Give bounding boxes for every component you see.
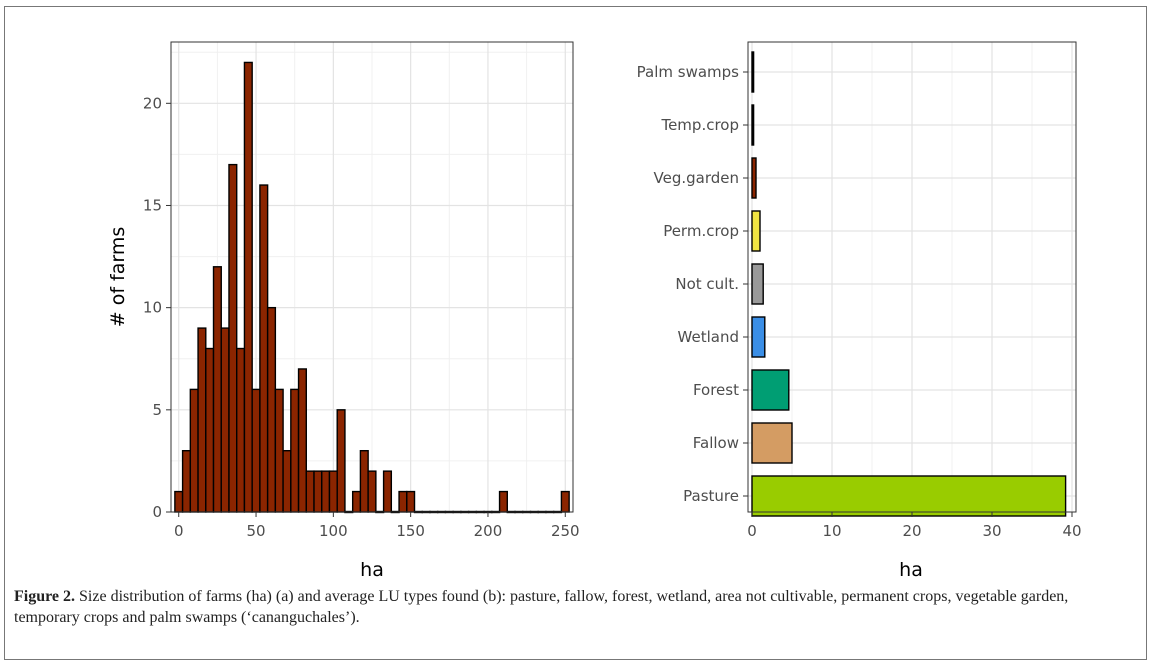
histogram-bar [266,306,277,513]
histogram-panel: 0 5 10 15 20 0 50 100 150 200 250 ha # of farms [107,41,580,581]
landuse-x-axis-title: ha [899,559,923,581]
hist-x-tick-label: 150 [396,522,425,540]
landuse-category-label: Forest [693,381,739,399]
hist-y-tick-label: 5 [152,401,162,419]
landuse-x-tick-label: 0 [747,522,757,540]
histogram-bar [560,490,570,513]
histogram-y-axis-title: # of farms [107,227,129,328]
histogram-bar [189,388,199,513]
landuse-category-label: Perm.crop [663,222,739,240]
histogram-bar [382,470,393,513]
landuse-bar [751,316,766,358]
histogram-y-ticks: 0 5 10 15 20 [143,94,171,521]
landuse-bar [751,263,764,305]
histogram-bar [398,490,408,513]
figure-caption: Figure 2. Size distribution of farms (ha… [14,586,1134,628]
caption-label: Figure 2. [14,588,76,605]
histogram-bar [328,470,338,513]
landuse-bar [751,475,1067,517]
landuse-bar [751,104,755,146]
landuse-bar [751,157,757,199]
histogram-bar [197,327,207,513]
histogram-bar [336,409,346,513]
caption-text: Size distribution of farms (ha) (a) and … [14,588,1069,626]
histogram-x-axis-title: ha [360,559,384,581]
landuse-category-label: Temp.crop [660,116,739,134]
landuse-category-label: Veg.garden [654,169,740,187]
hist-x-tick-label: 250 [551,522,580,540]
landuse-category-label: Not cult. [675,275,739,293]
landuse-category-label: Palm swamps [637,63,740,81]
histogram-bar [305,470,315,513]
landuse-panel: Palm swamps Temp.crop Veg.garden Perm.crop N… [637,41,1082,581]
histogram-bar [406,490,416,513]
landuse-bars [751,51,1067,517]
histogram-bar [259,184,269,513]
hist-x-tick-label: 50 [246,522,265,540]
hist-x-tick-label: 200 [474,522,503,540]
histogram-x-ticks: 0 50 100 150 200 250 [174,512,580,540]
histogram-bar [274,388,284,513]
landuse-x-tick-label: 10 [822,522,841,540]
landuse-category-label: Pasture [683,487,739,505]
histogram-bar [498,490,508,513]
histogram-bar [212,266,222,513]
landuse-bar [751,51,755,93]
histogram-bar [290,388,300,513]
histogram-bar [220,327,230,513]
histogram-bar [351,490,362,513]
histogram-bar [282,449,292,513]
histogram-bar [205,347,215,513]
landuse-x-tick-label: 40 [1062,522,1081,540]
histogram-bar [228,163,238,513]
landuse-x-tick-label: 20 [902,522,921,540]
histogram-bar [243,61,253,513]
hist-y-tick-label: 20 [143,94,162,112]
histogram-bar [174,490,184,513]
landuse-x-tick-label: 30 [982,522,1001,540]
landuse-y-ticks: Palm swamps Temp.crop Veg.garden Perm.crop N… [637,63,748,505]
hist-y-tick-label: 15 [143,196,162,214]
histogram-bar [367,470,377,513]
landuse-bar [751,422,793,464]
landuse-x-ticks: 0 10 20 30 40 [747,512,1082,540]
histogram-bar [297,368,307,513]
histogram-bar [251,388,261,513]
histogram-bar [313,470,323,513]
histogram-bar [236,347,246,513]
landuse-category-label: Fallow [693,434,739,452]
hist-y-tick-label: 0 [152,503,162,521]
landuse-bar [751,210,761,252]
histogram-bar [181,449,192,513]
landuse-bar [751,369,790,411]
hist-x-tick-label: 0 [174,522,184,540]
histogram-bar [321,470,331,513]
hist-y-tick-label: 10 [143,299,162,317]
hist-x-tick-label: 100 [319,522,348,540]
histogram-bar [359,449,369,513]
landuse-category-label: Wetland [678,328,739,346]
